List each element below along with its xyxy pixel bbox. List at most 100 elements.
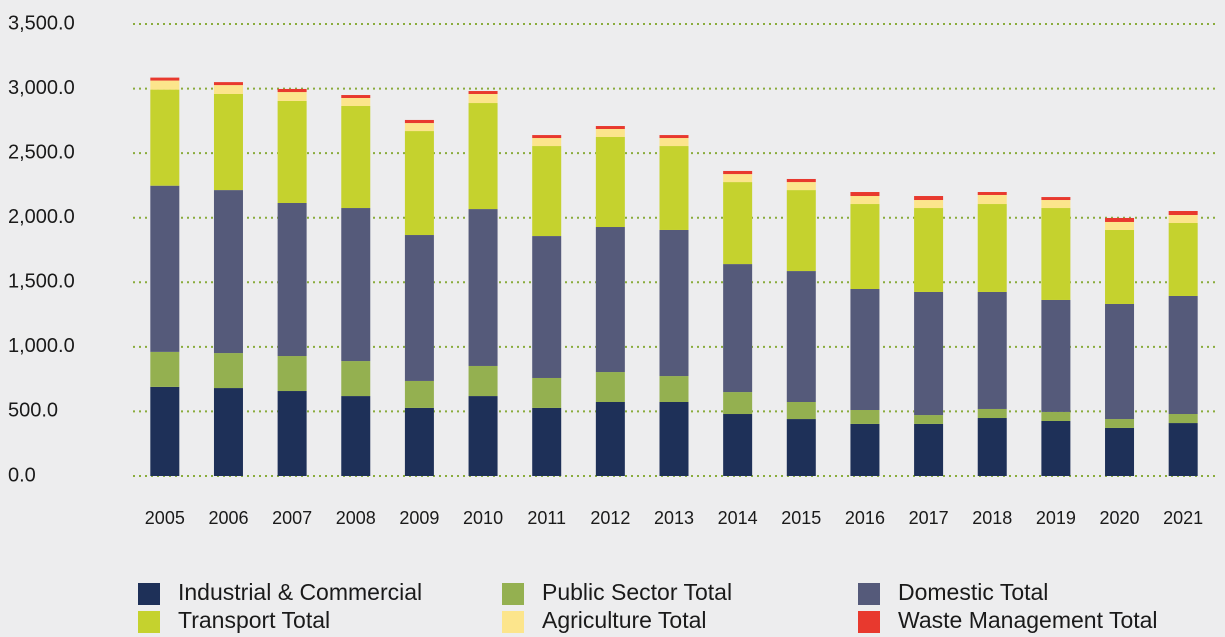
bar-segment bbox=[1168, 295, 1198, 415]
y-tick-label: 2,500.0 bbox=[8, 141, 75, 163]
bar-segment bbox=[914, 200, 944, 209]
y-tick-label: 500.0 bbox=[8, 400, 58, 422]
bar-segment bbox=[1168, 414, 1198, 424]
bar-segment bbox=[1105, 217, 1135, 222]
bar-segment bbox=[1168, 223, 1198, 296]
bar-segment bbox=[977, 204, 1007, 292]
bar-segment bbox=[786, 419, 816, 476]
bar-segment bbox=[914, 208, 944, 292]
bar-segment bbox=[1041, 420, 1071, 476]
bar-segment bbox=[468, 93, 498, 104]
bar-segment bbox=[532, 407, 562, 476]
bar-segment bbox=[786, 182, 816, 191]
legend-label: Agriculture Total bbox=[542, 607, 707, 633]
y-tick-label: 3,500.0 bbox=[8, 12, 75, 34]
x-tick-label: 2011 bbox=[527, 508, 566, 528]
bar-segment bbox=[595, 126, 625, 129]
bar-segment bbox=[1105, 427, 1135, 476]
bar-segment bbox=[341, 208, 371, 362]
bar-segment bbox=[468, 396, 498, 476]
bar-segment bbox=[595, 227, 625, 373]
bar-segment bbox=[723, 392, 753, 415]
legend-swatch bbox=[502, 583, 524, 605]
bar-segment bbox=[659, 146, 689, 230]
bar-segment bbox=[341, 95, 371, 98]
bar-segment bbox=[150, 89, 180, 186]
bar-segment bbox=[404, 407, 434, 476]
bar-segment bbox=[468, 91, 498, 94]
bar-segment bbox=[850, 192, 880, 197]
legend-swatch bbox=[502, 611, 524, 633]
bar-segment bbox=[659, 402, 689, 476]
legend-label: Industrial & Commercial bbox=[178, 579, 422, 605]
legend-label: Waste Management Total bbox=[898, 607, 1158, 633]
x-tick-label: 2014 bbox=[718, 508, 758, 528]
bar-segment bbox=[595, 128, 625, 137]
bar-segment bbox=[914, 423, 944, 476]
bar-segment bbox=[404, 123, 434, 132]
x-tick-label: 2021 bbox=[1163, 508, 1203, 528]
bar-segment bbox=[914, 415, 944, 424]
bar-segment bbox=[595, 402, 625, 476]
legend-swatch bbox=[138, 611, 160, 633]
bar-segment bbox=[213, 388, 243, 476]
bar-segment bbox=[213, 190, 243, 354]
y-tick-label: 1,000.0 bbox=[8, 335, 75, 357]
bar-segment bbox=[659, 376, 689, 403]
bar-segment bbox=[914, 196, 944, 201]
bar-segment bbox=[723, 182, 753, 265]
bar-segment bbox=[532, 236, 562, 378]
bar-segment bbox=[723, 170, 753, 175]
bar-segment bbox=[595, 372, 625, 403]
bar-segment bbox=[659, 135, 689, 139]
bar-segment bbox=[532, 138, 562, 147]
x-tick-label: 2016 bbox=[845, 508, 885, 528]
x-tick-label: 2019 bbox=[1036, 508, 1076, 528]
x-tick-label: 2010 bbox=[463, 508, 503, 528]
bar-segment bbox=[1105, 419, 1135, 428]
bar-segment bbox=[977, 192, 1007, 195]
bar-segment bbox=[341, 106, 371, 209]
bar-segment bbox=[1105, 221, 1135, 230]
y-tick-label: 2,000.0 bbox=[8, 206, 75, 228]
bar-segment bbox=[850, 423, 880, 476]
bar-segment bbox=[786, 271, 816, 403]
bar-segment bbox=[786, 402, 816, 420]
legend-swatch bbox=[858, 583, 880, 605]
x-tick-label: 2012 bbox=[590, 508, 630, 528]
x-tick-label: 2005 bbox=[145, 508, 185, 528]
bar-segment bbox=[277, 391, 307, 476]
bar-segment bbox=[850, 289, 880, 411]
bar-segment bbox=[532, 135, 562, 139]
y-tick-label: 3,000.0 bbox=[8, 77, 75, 99]
bar-segment bbox=[213, 85, 243, 94]
bar-segment bbox=[150, 77, 180, 81]
bar-segment bbox=[850, 196, 880, 205]
y-tick-label: 0.0 bbox=[8, 464, 36, 486]
bar-segment bbox=[277, 100, 307, 203]
bar-segment bbox=[595, 137, 625, 228]
bar-segment bbox=[277, 356, 307, 392]
x-tick-label: 2015 bbox=[781, 508, 821, 528]
bar-segment bbox=[1168, 210, 1198, 216]
bar-segment bbox=[468, 209, 498, 366]
bar-segment bbox=[150, 351, 180, 387]
bar-segment bbox=[532, 377, 562, 408]
bar-segment bbox=[1168, 423, 1198, 476]
bar-segment bbox=[1041, 299, 1071, 412]
bar-segment bbox=[850, 410, 880, 424]
bar-segment bbox=[659, 229, 689, 377]
bar-segment bbox=[850, 204, 880, 290]
x-tick-label: 2020 bbox=[1100, 508, 1140, 528]
bar-segment bbox=[1105, 303, 1135, 420]
bar-segment bbox=[1041, 197, 1071, 201]
bar-segment bbox=[404, 380, 434, 408]
bar-segment bbox=[341, 361, 371, 397]
bar-segment bbox=[1041, 208, 1071, 300]
bar-segment bbox=[723, 174, 753, 183]
bar-segment bbox=[404, 119, 434, 124]
bar-segment bbox=[977, 408, 1007, 419]
x-tick-label: 2008 bbox=[336, 508, 376, 528]
x-tick-label: 2017 bbox=[909, 508, 949, 528]
bar-segment bbox=[468, 365, 498, 397]
